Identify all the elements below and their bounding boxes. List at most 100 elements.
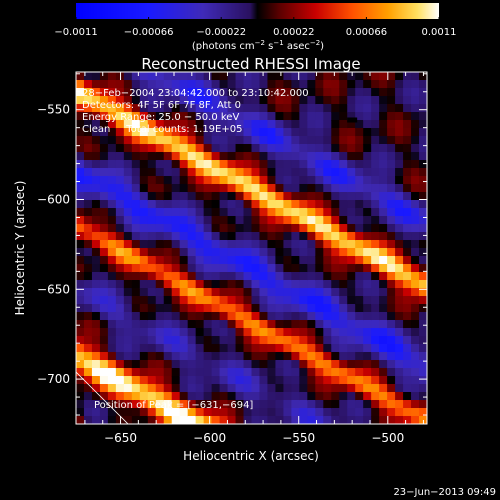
heatmap-cell bbox=[283, 120, 292, 129]
heatmap-cell bbox=[307, 344, 316, 353]
heatmap-cell bbox=[235, 312, 245, 321]
heatmap-cell bbox=[211, 360, 221, 369]
heatmap-cell bbox=[219, 96, 229, 105]
heatmap-cell bbox=[339, 224, 348, 233]
heatmap-cell bbox=[123, 368, 133, 377]
heatmap-cell bbox=[115, 360, 125, 369]
heatmap-cell bbox=[275, 120, 285, 129]
heatmap-cell bbox=[211, 320, 221, 329]
heatmap-cell bbox=[387, 408, 396, 417]
heatmap-cell bbox=[99, 280, 109, 289]
heatmap-cell bbox=[283, 160, 292, 169]
heatmap-cell bbox=[147, 376, 157, 385]
heatmap-cell bbox=[203, 344, 213, 353]
heatmap-cell bbox=[307, 240, 316, 249]
heatmap-cell bbox=[107, 120, 117, 129]
heatmap-cell bbox=[155, 120, 165, 129]
heatmap-cell bbox=[219, 344, 229, 353]
heatmap-cell bbox=[99, 80, 109, 89]
heatmap-cell bbox=[299, 280, 308, 289]
heatmap-cell bbox=[251, 160, 261, 169]
heatmap-cell bbox=[123, 160, 133, 169]
heatmap-cell bbox=[363, 392, 372, 401]
heatmap-cell bbox=[275, 400, 285, 409]
heatmap-cell bbox=[291, 160, 300, 169]
heatmap-cell bbox=[371, 160, 380, 169]
heatmap-cell bbox=[355, 248, 364, 257]
heatmap-cell bbox=[211, 88, 221, 97]
heatmap-cell bbox=[187, 208, 197, 217]
heatmap-cell bbox=[243, 280, 253, 289]
heatmap-cell bbox=[419, 224, 427, 233]
heatmap-cell bbox=[171, 256, 181, 265]
heatmap-cell bbox=[123, 344, 133, 353]
heatmap-cell bbox=[283, 136, 292, 145]
heatmap-cell bbox=[387, 136, 396, 145]
heatmap-cell bbox=[99, 152, 109, 161]
heatmap-cell bbox=[411, 288, 420, 297]
heatmap-cell bbox=[323, 264, 332, 273]
heatmap-cell bbox=[163, 88, 173, 97]
heatmap-cell bbox=[179, 304, 189, 313]
heatmap-cell bbox=[195, 344, 205, 353]
heatmap-cell bbox=[187, 128, 197, 137]
heatmap-cell bbox=[203, 88, 213, 97]
heatmap-cell bbox=[107, 240, 117, 249]
heatmap-cell bbox=[195, 248, 205, 257]
heatmap-cell bbox=[331, 80, 340, 89]
heatmap-cell bbox=[227, 88, 237, 97]
heatmap-cell bbox=[315, 232, 324, 241]
heatmap-cell bbox=[219, 400, 229, 409]
heatmap-cell bbox=[76, 288, 85, 297]
heatmap-cell bbox=[403, 264, 412, 273]
heatmap-cell bbox=[299, 184, 308, 193]
heatmap-cell bbox=[123, 248, 133, 257]
heatmap-cell bbox=[259, 408, 269, 417]
heatmap-cell bbox=[251, 216, 261, 225]
heatmap-cell bbox=[275, 328, 285, 337]
heatmap-cell bbox=[139, 72, 149, 81]
heatmap-cell bbox=[331, 232, 340, 241]
heatmap-cell bbox=[163, 368, 173, 377]
heatmap-cell bbox=[76, 112, 85, 121]
heatmap-cell bbox=[275, 264, 285, 273]
heatmap-cell bbox=[419, 152, 427, 161]
heatmap-cell bbox=[355, 328, 364, 337]
heatmap-cell bbox=[251, 320, 261, 329]
heatmap-cell bbox=[275, 112, 285, 121]
heatmap-cell bbox=[235, 392, 245, 401]
heatmap-cell bbox=[243, 272, 253, 281]
heatmap-cell bbox=[411, 352, 420, 361]
heatmap-cell bbox=[139, 312, 149, 321]
heatmap-cell bbox=[163, 224, 173, 233]
heatmap-cell bbox=[123, 152, 133, 161]
heatmap-cell bbox=[363, 272, 372, 281]
heatmap-cell bbox=[411, 152, 420, 161]
heatmap-cell bbox=[267, 80, 277, 89]
heatmap-cell bbox=[76, 304, 85, 313]
heatmap-cell bbox=[275, 144, 285, 153]
heatmap-cell bbox=[171, 184, 181, 193]
heatmap-cell bbox=[163, 408, 173, 417]
heatmap-cell bbox=[259, 312, 269, 321]
heatmap-cell bbox=[195, 200, 205, 209]
heatmap-cell bbox=[83, 168, 93, 177]
heatmap-cell bbox=[219, 168, 229, 177]
heatmap-cell bbox=[76, 256, 85, 265]
heatmap-cell bbox=[171, 328, 181, 337]
heatmap-cell bbox=[147, 312, 157, 321]
heatmap-cell bbox=[291, 136, 300, 145]
heatmap-cell bbox=[91, 328, 101, 337]
heatmap-cell bbox=[395, 416, 404, 424]
heatmap-cell bbox=[115, 384, 125, 393]
heatmap-cell bbox=[195, 264, 205, 273]
heatmap-cell bbox=[139, 176, 149, 185]
heatmap-cell bbox=[219, 104, 229, 113]
heatmap-cell bbox=[107, 344, 117, 353]
heatmap-cell bbox=[331, 320, 340, 329]
heatmap-cell bbox=[139, 280, 149, 289]
heatmap-cell bbox=[147, 184, 157, 193]
heatmap-cell bbox=[379, 72, 388, 81]
heatmap-cell bbox=[339, 128, 348, 137]
